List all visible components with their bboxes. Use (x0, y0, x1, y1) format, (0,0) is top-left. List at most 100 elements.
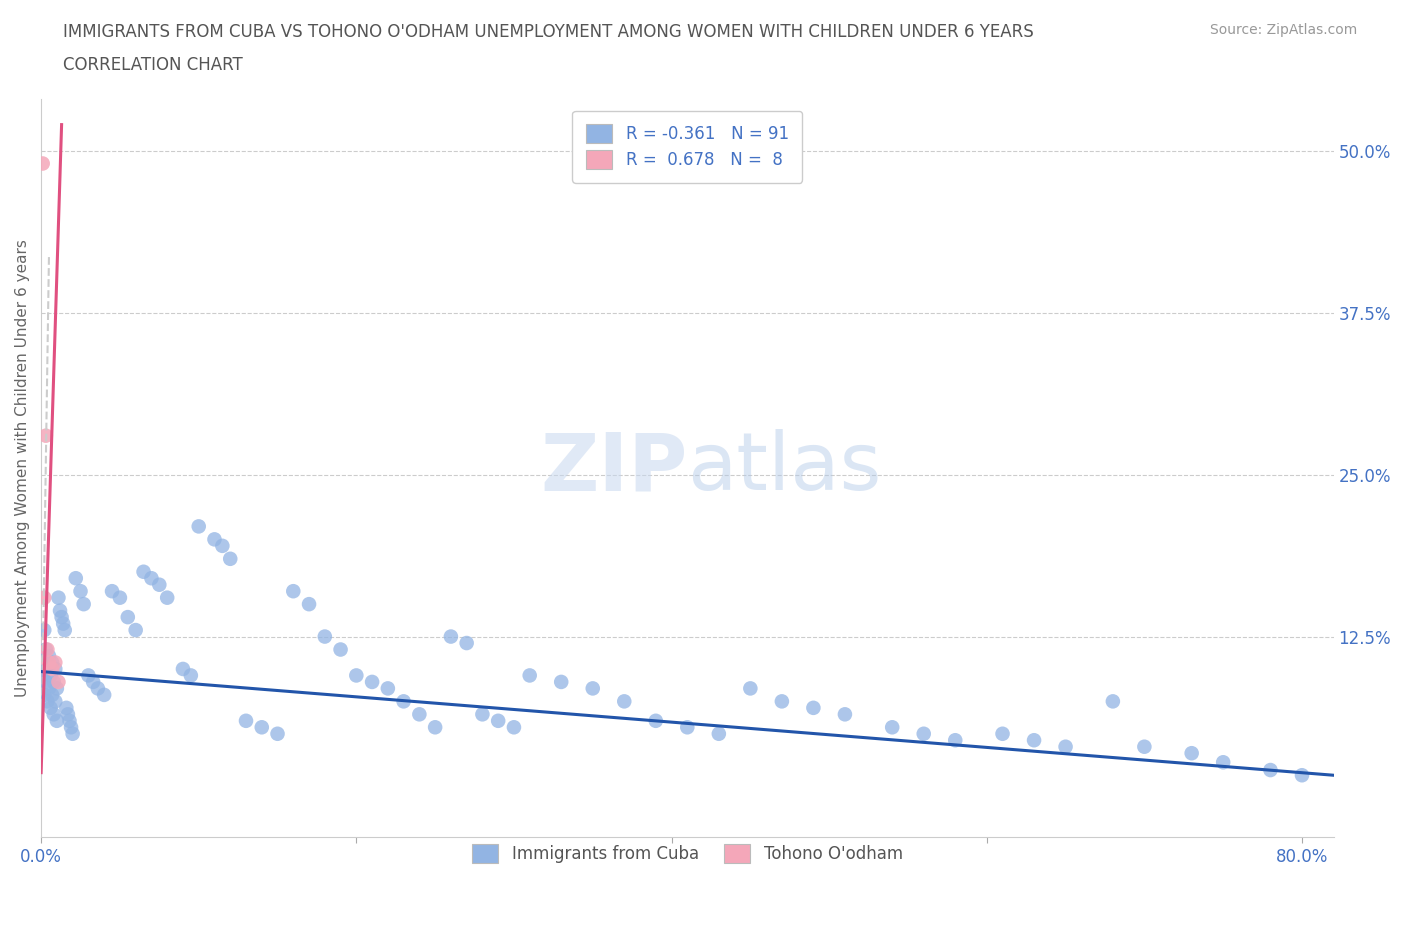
Point (44, 694, 66, 709)
Point (298, 597, 321, 612)
Point (35, 674, 58, 689)
Point (38, 681, 60, 696)
Point (41, 655, 63, 670)
Point (456, 635, 478, 650)
Point (1102, 694, 1125, 709)
Point (77, 668, 100, 683)
Point (45, 713, 67, 728)
Point (38, 648, 60, 663)
Point (503, 720, 526, 735)
Point (39, 700, 62, 715)
Point (250, 720, 273, 735)
Point (377, 681, 399, 696)
Point (204, 532, 226, 547)
Point (1212, 755, 1234, 770)
Point (235, 713, 257, 728)
Point (314, 629, 336, 644)
Point (37, 694, 59, 709)
Text: atlas: atlas (688, 429, 882, 507)
Text: CORRELATION CHART: CORRELATION CHART (63, 56, 243, 73)
Point (408, 707, 430, 722)
Point (707, 726, 730, 741)
Point (124, 623, 146, 638)
Point (44, 661, 66, 676)
Point (132, 565, 155, 579)
Point (41, 687, 63, 702)
Point (770, 694, 793, 709)
Point (51, 610, 73, 625)
Point (211, 538, 233, 553)
Point (82, 674, 104, 689)
Point (35, 642, 58, 657)
Point (219, 551, 242, 566)
Point (148, 578, 170, 592)
Point (38, 655, 60, 670)
Point (882, 720, 904, 735)
Point (69, 584, 91, 599)
Point (187, 519, 209, 534)
Point (52, 617, 75, 631)
Point (32, 687, 55, 702)
Point (180, 668, 202, 683)
Point (613, 694, 636, 709)
Point (803, 700, 825, 715)
Point (31, 668, 53, 683)
Point (392, 694, 415, 709)
Point (49, 604, 72, 618)
Point (37, 661, 59, 676)
Point (991, 726, 1014, 741)
Point (1054, 739, 1077, 754)
Point (644, 713, 666, 728)
Legend: Immigrants from Cuba, Tohono O'odham: Immigrants from Cuba, Tohono O'odham (465, 837, 910, 870)
Point (172, 661, 194, 676)
Point (44, 655, 66, 670)
Point (550, 674, 572, 689)
Point (1260, 763, 1282, 777)
Text: ZIP: ZIP (540, 429, 688, 507)
Point (1181, 746, 1204, 761)
Point (35, 428, 58, 443)
Point (32, 591, 55, 605)
Point (361, 674, 384, 689)
Point (32, 623, 55, 638)
Point (42, 674, 65, 689)
Point (486, 713, 509, 728)
Point (41, 661, 63, 676)
Point (676, 720, 699, 735)
Point (117, 610, 139, 625)
Point (42, 707, 65, 722)
Point (37, 642, 59, 657)
Point (519, 668, 541, 683)
Point (53, 623, 76, 638)
Point (440, 629, 463, 644)
Point (912, 726, 935, 741)
Point (1022, 733, 1045, 748)
Point (48, 591, 70, 605)
Point (266, 726, 288, 741)
Point (58, 713, 80, 728)
Y-axis label: Unemployment Among Women with Children Under 6 years: Unemployment Among Women with Children U… (15, 239, 30, 697)
Point (39, 668, 62, 683)
Point (31, 156, 53, 171)
Point (73, 597, 96, 612)
Point (1133, 739, 1156, 754)
Point (344, 668, 367, 683)
Point (1291, 768, 1313, 783)
Point (60, 720, 83, 735)
Point (834, 707, 856, 722)
Point (582, 681, 605, 696)
Text: IMMIGRANTS FROM CUBA VS TOHONO O'ODHAM UNEMPLOYMENT AMONG WOMEN WITH CHILDREN UN: IMMIGRANTS FROM CUBA VS TOHONO O'ODHAM U… (63, 23, 1033, 41)
Point (87, 681, 110, 696)
Point (65, 571, 87, 586)
Point (423, 720, 446, 735)
Point (283, 584, 305, 599)
Point (45, 681, 67, 696)
Point (329, 642, 352, 657)
Point (93, 687, 115, 702)
Point (108, 591, 131, 605)
Point (740, 681, 762, 696)
Point (101, 584, 124, 599)
Point (471, 707, 494, 722)
Point (48, 674, 70, 689)
Point (141, 571, 163, 586)
